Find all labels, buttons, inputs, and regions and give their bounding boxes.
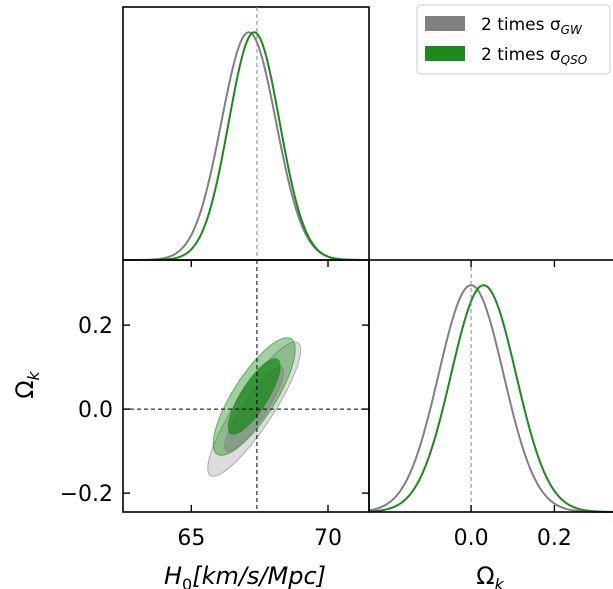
contours-2d [207, 337, 302, 477]
tick-label-h0: 65 [177, 526, 205, 551]
marginal-h0-curve-gw [123, 31, 370, 261]
marginal-omega-k-curve-qso [368, 284, 613, 513]
svg-text:Ωk: Ωk [11, 370, 43, 398]
legend-label-qso: 2 times σQSO [481, 45, 587, 67]
x-axis-title-h0: H0[km/s/Mpc] [164, 562, 326, 589]
legend-label-gw: 2 times σGW [481, 15, 583, 37]
panel-marginal-omega-k [368, 259, 613, 513]
marginal-h0-curves [123, 31, 370, 261]
tick-labels: 65 70 −0.2 0.0 0.0 0.2 0.2 [60, 314, 572, 551]
legend-frame [416, 4, 611, 75]
legend-entry-gw: 2 times σGW [425, 15, 583, 37]
y-axis-title-omega-k: Ωk [11, 370, 43, 398]
marginal-omega-k-curves [368, 284, 613, 513]
legend-label-qso-main: 2 times σ [481, 45, 561, 65]
panel-marginal-h0 [122, 6, 370, 261]
legend: 2 times σGW 2 times σQSO [416, 4, 611, 75]
x-axis-title-main: H [164, 562, 182, 589]
y-axis-title-omega-sub: k [24, 370, 43, 380]
x-axis-title-rest: [km/s/Mpc] [192, 562, 326, 589]
x-axis-title-omega-sub: k [495, 575, 505, 589]
x-axis-title-omega-main: Ω [476, 562, 494, 589]
tick-label-omega-k-y: 0.0 [78, 398, 113, 423]
legend-label-gw-main: 2 times σ [481, 15, 561, 35]
ticks-omega-k-marginal [470, 260, 556, 512]
legend-swatch-qso [425, 46, 465, 61]
tick-label-omega-k-y: 0.2 [78, 314, 113, 339]
x-axis-title-sub: 0 [182, 575, 192, 589]
tick-label-omega-k-x: 0.0 [454, 526, 489, 551]
ticks-2d [123, 260, 369, 512]
legend-swatch-gw [425, 16, 465, 31]
panel-2d-h0-omega-k [122, 259, 370, 513]
marginal-h0-curve-qso [123, 31, 369, 261]
x-axis-title-omega-k: Ωk [476, 562, 504, 589]
tick-label-h0: 70 [314, 526, 342, 551]
panel-frame-marginal-omega-k [368, 259, 613, 513]
legend-entry-qso: 2 times σQSO [425, 45, 587, 67]
legend-label-qso-sub: QSO [561, 53, 588, 67]
tick-label-omega-k-x: 0.2 [537, 526, 572, 551]
tick-label-omega-k-y: −0.2 [60, 482, 113, 507]
legend-label-gw-sub: GW [561, 23, 583, 37]
y-axis-title-omega-main: Ω [11, 380, 39, 398]
marginal-omega-k-curve-gw [368, 284, 613, 513]
contour-68pct-qso [227, 358, 281, 435]
